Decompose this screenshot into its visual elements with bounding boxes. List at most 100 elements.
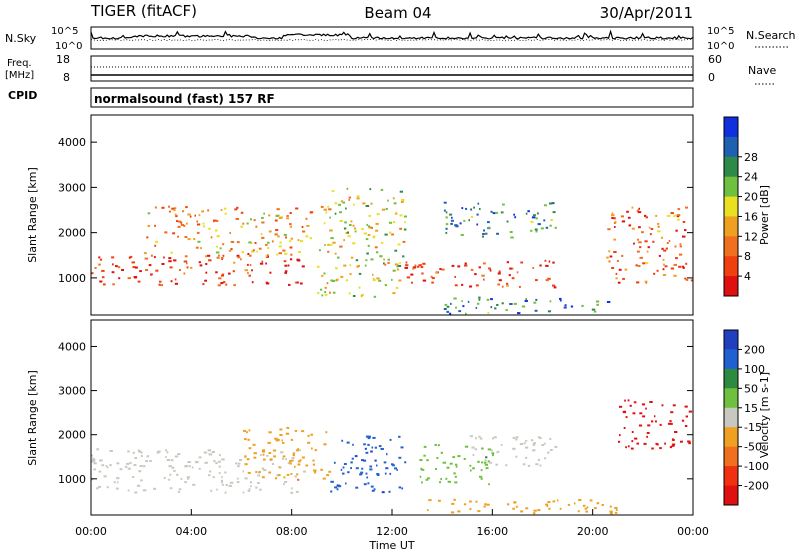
nsky-series	[90, 29, 694, 40]
velocity-colorbar-label: Velocity [m s-1]	[758, 372, 771, 458]
freq-left-tick-bottom: 8	[63, 71, 70, 84]
power-panel: 1000 2000 3000 4000 Slant Range [km]	[26, 114, 694, 316]
cpid-text: normalsound (fast) 157 RF	[94, 92, 275, 106]
scatter-region	[606, 206, 693, 284]
scatter-region	[317, 187, 407, 298]
colorbar-tick-label: 24	[744, 171, 758, 184]
range-tick-label: 2000	[58, 429, 86, 442]
power-colorbar-label: Power [dB]	[758, 185, 771, 245]
scatter-region	[443, 296, 611, 315]
colorbar-tick-label: 50	[744, 382, 758, 395]
colorbar-segment	[724, 216, 738, 237]
power-frame	[90, 114, 694, 316]
scatter-region	[426, 498, 618, 515]
colorbar-tick-label: 12	[744, 230, 758, 243]
noise-right-tick-top: 10^5	[707, 26, 734, 37]
velocity-heatmap	[91, 399, 693, 515]
range-tick-label: 1000	[58, 272, 86, 285]
freq-label-1: Freq.	[7, 58, 32, 69]
colorbar-segment	[724, 196, 738, 217]
colorbar-segment	[724, 136, 738, 158]
scatter-region	[330, 435, 407, 494]
station-title: TIGER (fitACF)	[90, 2, 197, 20]
velocity-range-ticks: 1000 2000 3000 4000	[58, 340, 693, 486]
nsky-label: N.Sky	[5, 32, 37, 45]
range-tick-label: 1000	[58, 473, 86, 486]
colorbar-segment	[724, 256, 738, 277]
noise-right-tick-bottom: 10^0	[707, 41, 734, 52]
scatter-region	[469, 435, 558, 467]
power-colorbar: 4 8 12 16 20 24 28	[723, 116, 758, 297]
colorbar-segment	[724, 388, 738, 409]
colorbar-tick-label: 8	[744, 250, 751, 263]
cpid-panel: normalsound (fast) 157 RF	[90, 87, 694, 108]
time-tick-label: 00:00	[75, 525, 107, 538]
colorbar-tick-label: -100	[744, 460, 769, 473]
range-tick-label: 3000	[58, 181, 86, 194]
nsearch-label: N.Search	[746, 29, 796, 42]
time-tick-label: 16:00	[476, 525, 508, 538]
nsearch-series	[90, 38, 693, 42]
velocity-panel: 1000 2000 3000 4000 Slant Range [km]	[26, 319, 694, 516]
scatter-region	[91, 253, 305, 287]
scatter-region	[91, 448, 307, 494]
colorbar-segment	[724, 485, 738, 506]
scatter-region	[443, 201, 557, 239]
colorbar-tick-label: 15	[744, 402, 758, 415]
freq-left-tick-top: 18	[56, 53, 70, 66]
scatter-region	[618, 399, 693, 450]
noise-left-tick-top: 10^5	[51, 26, 78, 37]
date-title: 30/Apr/2011	[600, 4, 693, 22]
colorbar-tick-label: -200	[744, 480, 769, 493]
colorbar-tick-label: 200	[744, 343, 765, 356]
range-tick-label: 2000	[58, 227, 86, 240]
colorbar-tick-label: 16	[744, 210, 758, 223]
colorbar-frame	[723, 329, 739, 506]
time-tick-label: 12:00	[376, 525, 408, 538]
time-tick-label: 00:00	[677, 525, 709, 538]
scatter-region	[419, 444, 495, 486]
colorbar-segment	[724, 330, 738, 350]
colorbar-segment	[724, 446, 738, 467]
colorbar-tick-label: 100	[744, 363, 765, 376]
colorbar-tick-label: -50	[744, 441, 762, 454]
colorbar-segment	[724, 349, 738, 370]
colorbar-tick-label: 28	[744, 151, 758, 164]
power-heatmap	[91, 187, 693, 315]
nave-label: Nave	[748, 64, 776, 77]
colorbar-segment	[724, 276, 738, 297]
velocity-colorbar: 200 100 50 15 -15 -50 -100 -200	[723, 329, 769, 506]
colorbar-tick-label: 4	[744, 270, 751, 283]
freq-right-tick-bottom: 0	[708, 71, 715, 84]
time-axis: 00:00 04:00 08:00 12:00 16:00 20:00 00:00	[75, 509, 709, 538]
frequency-panel: 18 8 60 0	[56, 53, 722, 84]
time-tick-label: 04:00	[175, 525, 207, 538]
colorbar-tick-label: 20	[744, 191, 758, 204]
colorbar-tick-label: -15	[744, 421, 762, 434]
velocity-range-axis-label: Slant Range [km]	[26, 370, 39, 466]
time-axis-label: Time UT	[368, 539, 414, 552]
time-tick-label: 20:00	[577, 525, 609, 538]
power-range-ticks: 1000 2000 3000 4000	[58, 136, 693, 285]
freq-label-2: [MHz]	[5, 70, 34, 81]
cpid-label: CPID	[8, 89, 37, 102]
beam-title: Beam 04	[364, 4, 431, 22]
colorbar-segment	[724, 117, 738, 138]
noise-panel: 10^5 10^0 10^5 10^0	[51, 26, 734, 52]
range-tick-label: 4000	[58, 136, 86, 149]
freq-right-tick-top: 60	[708, 53, 722, 66]
range-tick-label: 3000	[58, 385, 86, 398]
colorbar-segment	[724, 427, 738, 448]
colorbar-segment	[724, 176, 738, 198]
scatter-region	[243, 426, 332, 481]
colorbar-segment	[724, 236, 738, 257]
time-tick-label: 08:00	[276, 525, 308, 538]
scatter-region	[143, 205, 314, 258]
colorbar-segment	[724, 368, 738, 389]
colorbar-segment	[724, 156, 738, 178]
colorbar-segment	[724, 466, 738, 486]
noise-left-tick-bottom: 10^0	[55, 41, 82, 52]
colorbar-frame	[723, 116, 739, 297]
power-range-axis-label: Slant Range [km]	[26, 167, 39, 263]
